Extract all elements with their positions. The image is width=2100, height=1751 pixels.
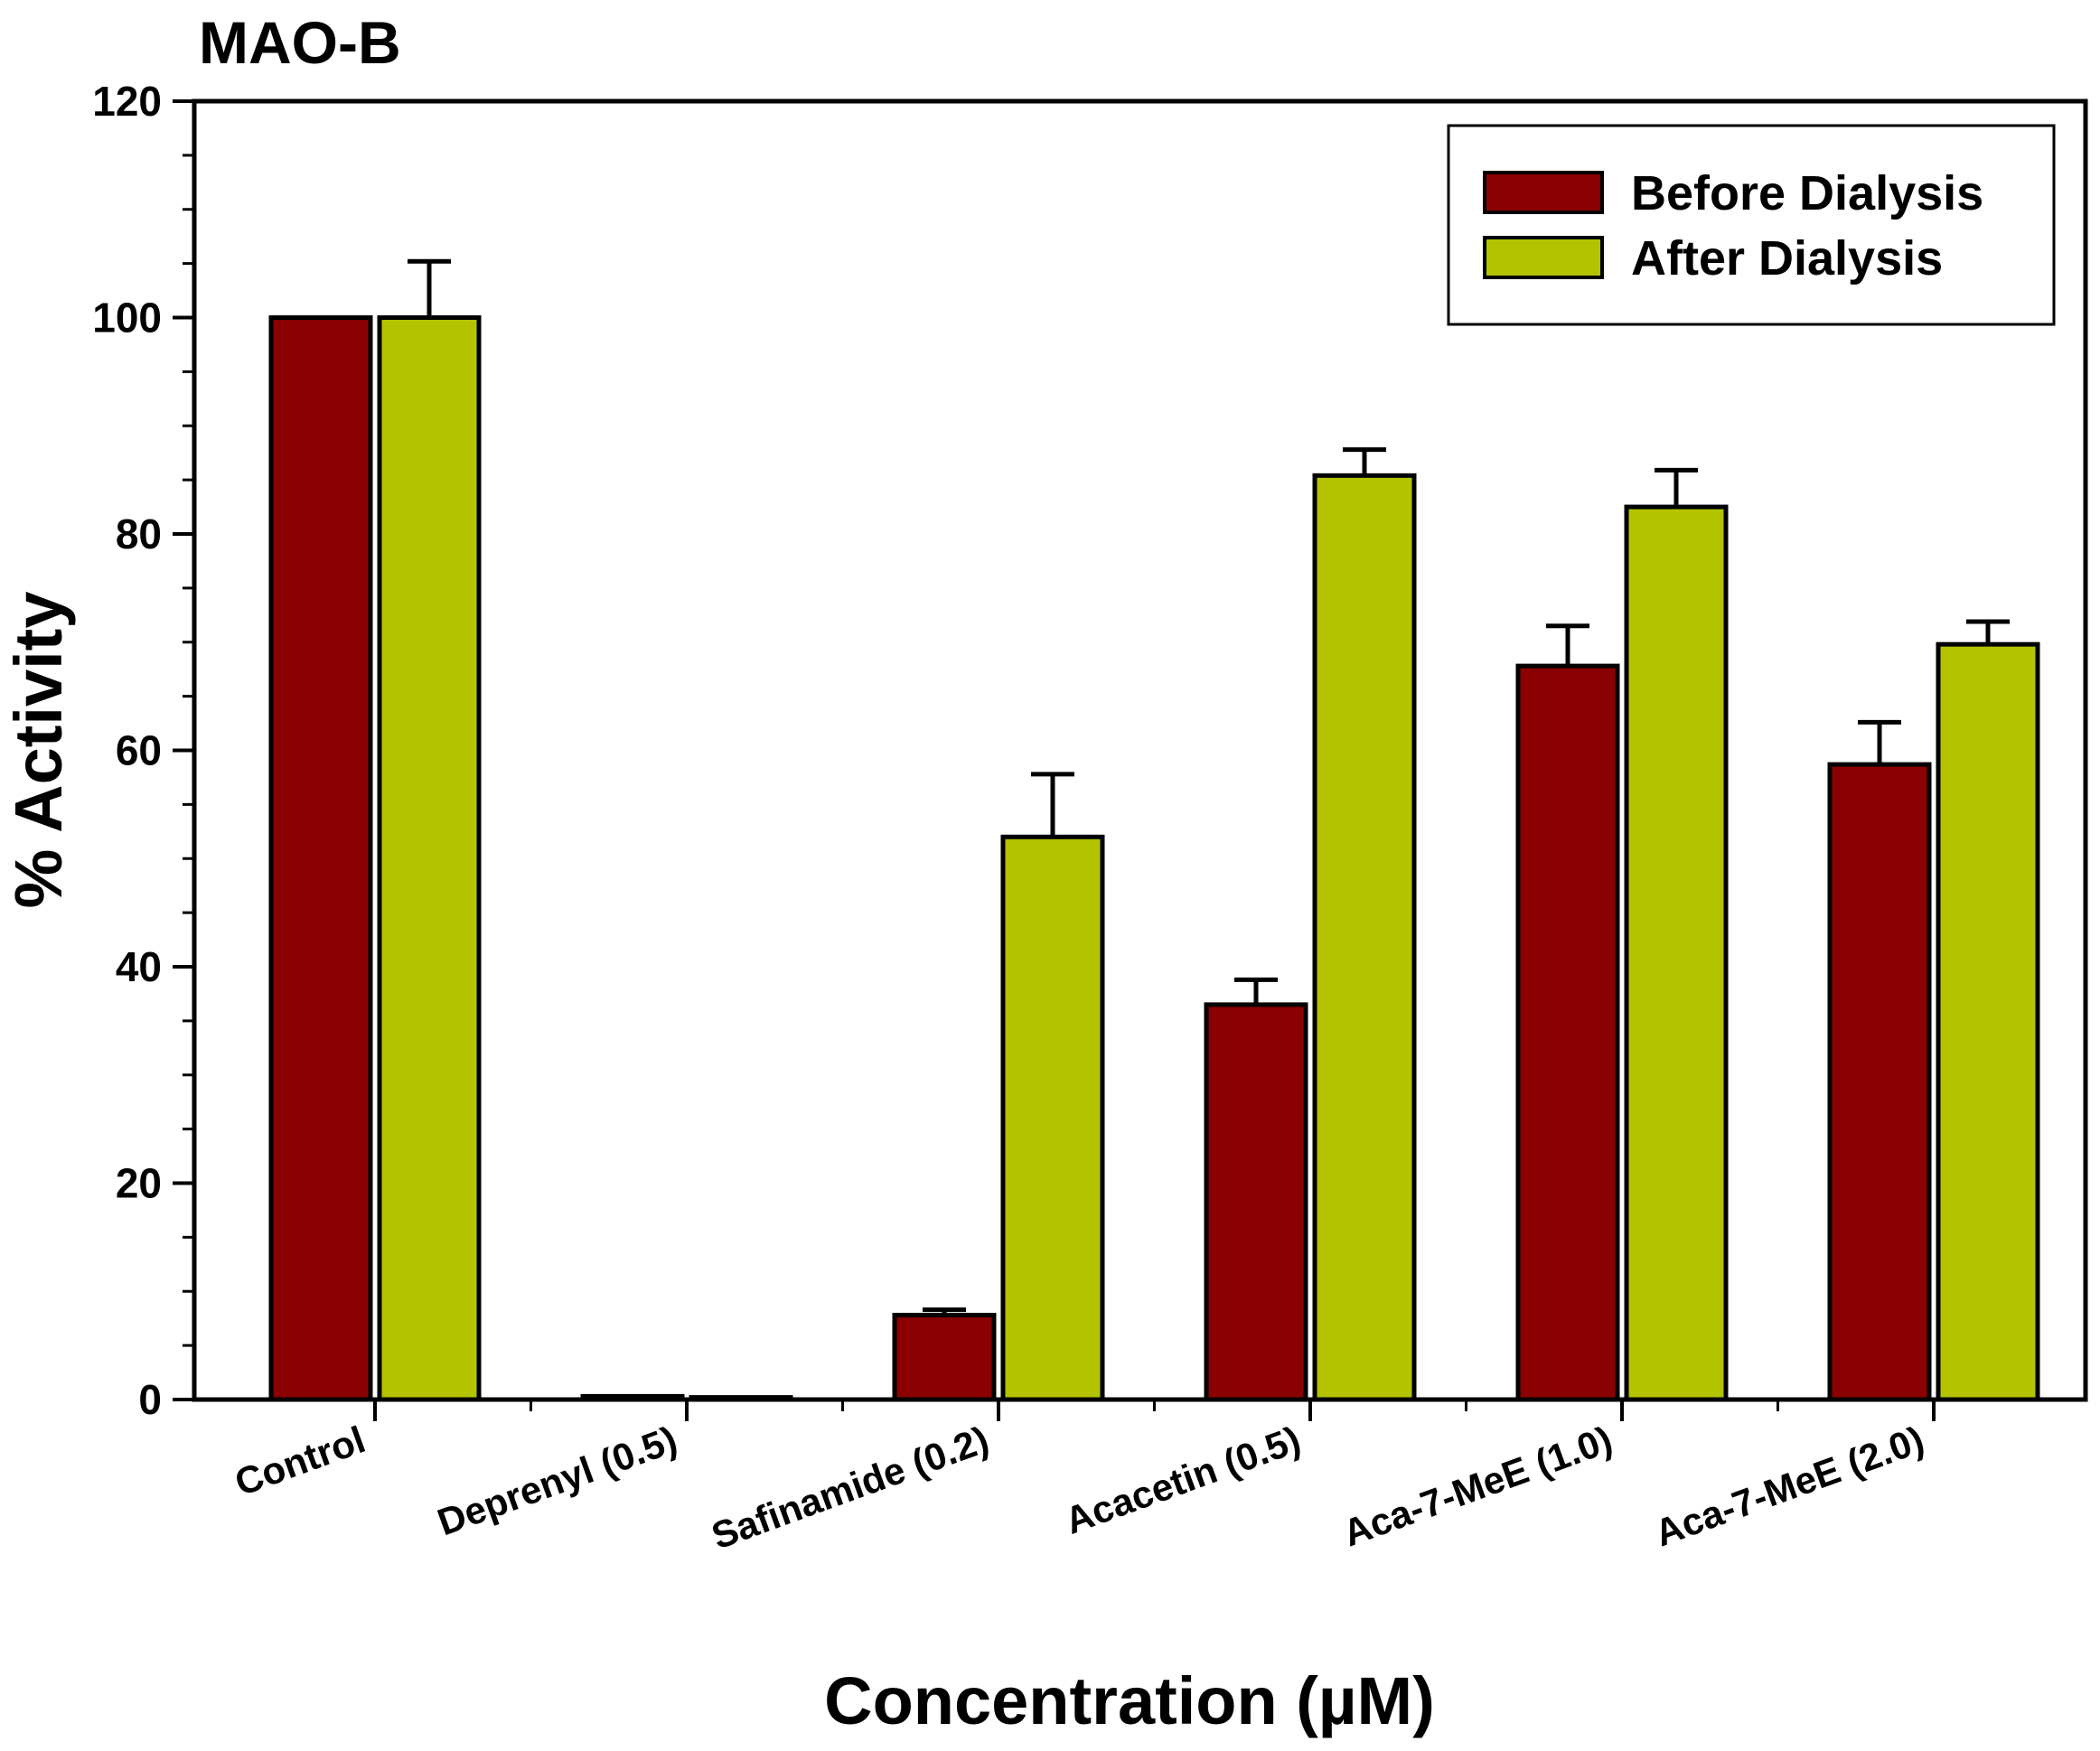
x-axis-title: Concentration (µM) (824, 1663, 1435, 1738)
bar-before-dialysis (1827, 762, 1932, 1402)
y-axis: 0 20 40 60 80 100 120 (92, 78, 194, 1423)
y-tick-label: 40 (116, 943, 162, 990)
bar-before-dialysis (1204, 1002, 1308, 1402)
bar-after-dialysis (1936, 641, 2040, 1402)
y-tick-label: 60 (116, 727, 162, 774)
legend-swatch-before-dialysis (1483, 171, 1604, 214)
y-tick-label: 20 (116, 1160, 162, 1207)
legend-label-after-dialysis: After Dialysis (1631, 231, 1943, 286)
bar-after-dialysis (1624, 504, 1729, 1402)
bar-after-dialysis (1000, 834, 1105, 1402)
x-category-label: Aca-7-MeE (1.0) (1337, 1418, 1617, 1554)
x-category-label: Control (230, 1418, 370, 1503)
legend-box (1447, 124, 2056, 326)
y-axis-title: % Activity (1, 592, 76, 909)
bars-layer (268, 315, 2040, 1402)
x-category-label: Safinamide (0.2) (706, 1418, 994, 1557)
bar-before-dialysis (1515, 663, 1620, 1402)
legend-swatch-after-dialysis (1483, 236, 1604, 279)
x-axis: Control Deprenyl (0.5) Safinamide (0.2) Aca… (230, 1400, 1936, 1558)
y-tick-label: 100 (92, 295, 162, 342)
chart-title: MAO-B (199, 9, 401, 76)
y-tick-label: 80 (116, 510, 162, 557)
y-tick-label: 0 (138, 1376, 162, 1423)
bar-after-dialysis (1312, 473, 1417, 1402)
bar-after-dialysis (377, 315, 482, 1402)
x-category-label: Aca-7-MeE (2.0) (1649, 1418, 1929, 1554)
legend: Before Dialysis After Dialysis (1447, 124, 2056, 326)
error-bars-layer (408, 258, 2010, 1316)
bar-before-dialysis (892, 1313, 997, 1402)
x-category-label: Acacetin (0.5) (1059, 1418, 1306, 1542)
legend-label-before-dialysis: Before Dialysis (1631, 166, 1983, 220)
y-tick-label: 120 (92, 78, 162, 125)
bar-before-dialysis (268, 315, 373, 1402)
x-category-label: Deprenyl (0.5) (432, 1418, 682, 1543)
